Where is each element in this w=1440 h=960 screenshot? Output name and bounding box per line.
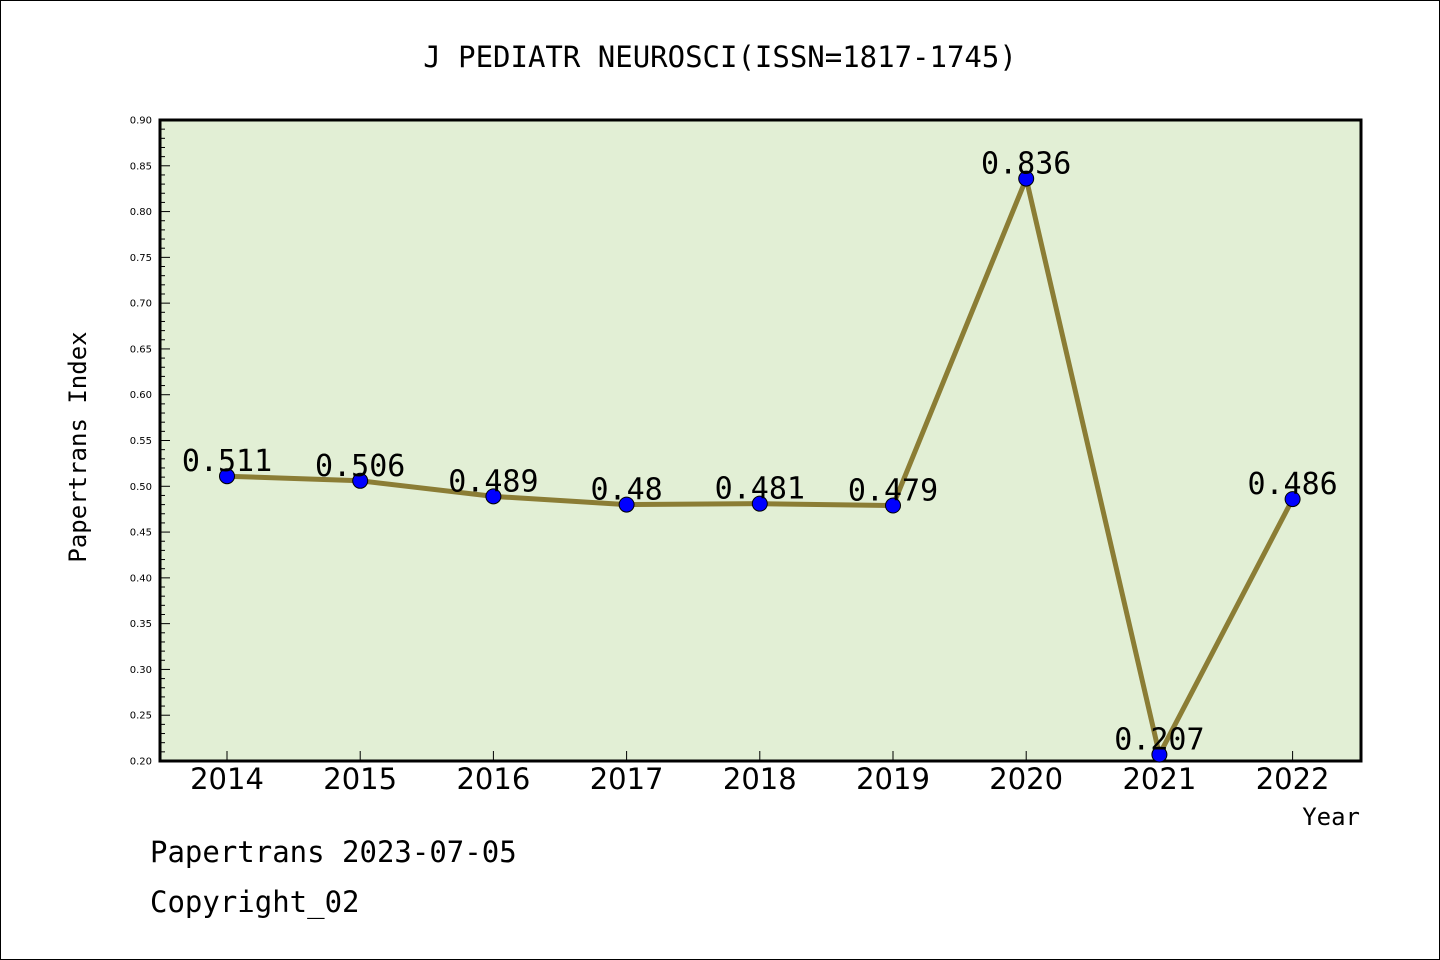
y-tick-label: 0.25	[130, 711, 152, 722]
y-tick-label: 0.80	[130, 207, 152, 218]
data-label: 0.489	[448, 464, 538, 499]
footer-date: Papertrans 2023-07-05	[150, 835, 517, 869]
y-axis-label: Papertrans Index	[64, 331, 92, 562]
y-tick-label: 0.90	[130, 116, 152, 127]
data-point	[1284, 491, 1301, 508]
y-tick-label: 0.65	[130, 344, 152, 355]
x-tick-label: 2019	[856, 762, 930, 796]
data-label: 0.511	[182, 444, 272, 479]
data-point	[618, 496, 635, 513]
x-tick-label: 2021	[1122, 762, 1196, 796]
y-tick-label: 0.75	[130, 253, 152, 264]
y-axis: 0.20 0.25 0.30 0.35 0.40 0.45 0.50 0.55 0.60 0.65…	[130, 116, 170, 768]
y-tick-label: 0.55	[130, 436, 152, 447]
y-tick-label: 0.45	[130, 528, 152, 539]
y-tick-label: 0.20	[130, 757, 152, 768]
data-label: 0.48	[590, 473, 662, 508]
footer-copyright: Copyright_02	[150, 885, 360, 919]
y-tick-label: 0.40	[130, 573, 152, 584]
y-tick-label: 0.35	[130, 619, 152, 630]
x-tick-label: 2017	[590, 762, 664, 796]
data-label: 0.836	[981, 147, 1071, 182]
chart-title: J PEDIATR NEUROSCI(ISSN=1817-1745)	[423, 40, 1017, 74]
data-label: 0.479	[848, 474, 938, 509]
y-tick-label: 0.85	[130, 161, 152, 172]
plot-area	[158, 118, 1363, 763]
x-tick-label: 2022	[1256, 762, 1330, 796]
x-tick-label: 2015	[323, 762, 397, 796]
y-tick-label: 0.70	[130, 299, 152, 310]
x-tick-label: 2020	[989, 762, 1063, 796]
data-label: 0.486	[1247, 467, 1337, 502]
data-point	[352, 472, 369, 489]
x-tick-label: 2014	[190, 762, 264, 796]
data-point	[751, 495, 768, 512]
data-point	[1018, 170, 1035, 187]
data-label: 0.207	[1114, 723, 1204, 758]
data-point	[1151, 746, 1168, 763]
x-tick-label: 2018	[723, 762, 797, 796]
data-point	[219, 468, 235, 485]
data-point	[485, 488, 502, 505]
x-axis-label: Year	[1302, 803, 1360, 831]
data-label: 0.506	[315, 449, 405, 484]
data-label: 0.481	[715, 472, 805, 507]
series-group	[219, 170, 1301, 763]
y-tick-label: 0.60	[130, 390, 152, 401]
x-tick-label: 2016	[456, 762, 530, 796]
y-tick-label: 0.30	[130, 665, 152, 676]
data-label-group: 0.511 0.506 0.489 0.48 0.481 0.479 0.836 0.207 0…	[182, 147, 1338, 758]
x-axis: 2014 2015 2016 2017 2018 2019 2020 2021 2022	[190, 751, 1330, 796]
y-tick-label: 0.50	[130, 482, 152, 493]
data-point	[885, 497, 901, 514]
